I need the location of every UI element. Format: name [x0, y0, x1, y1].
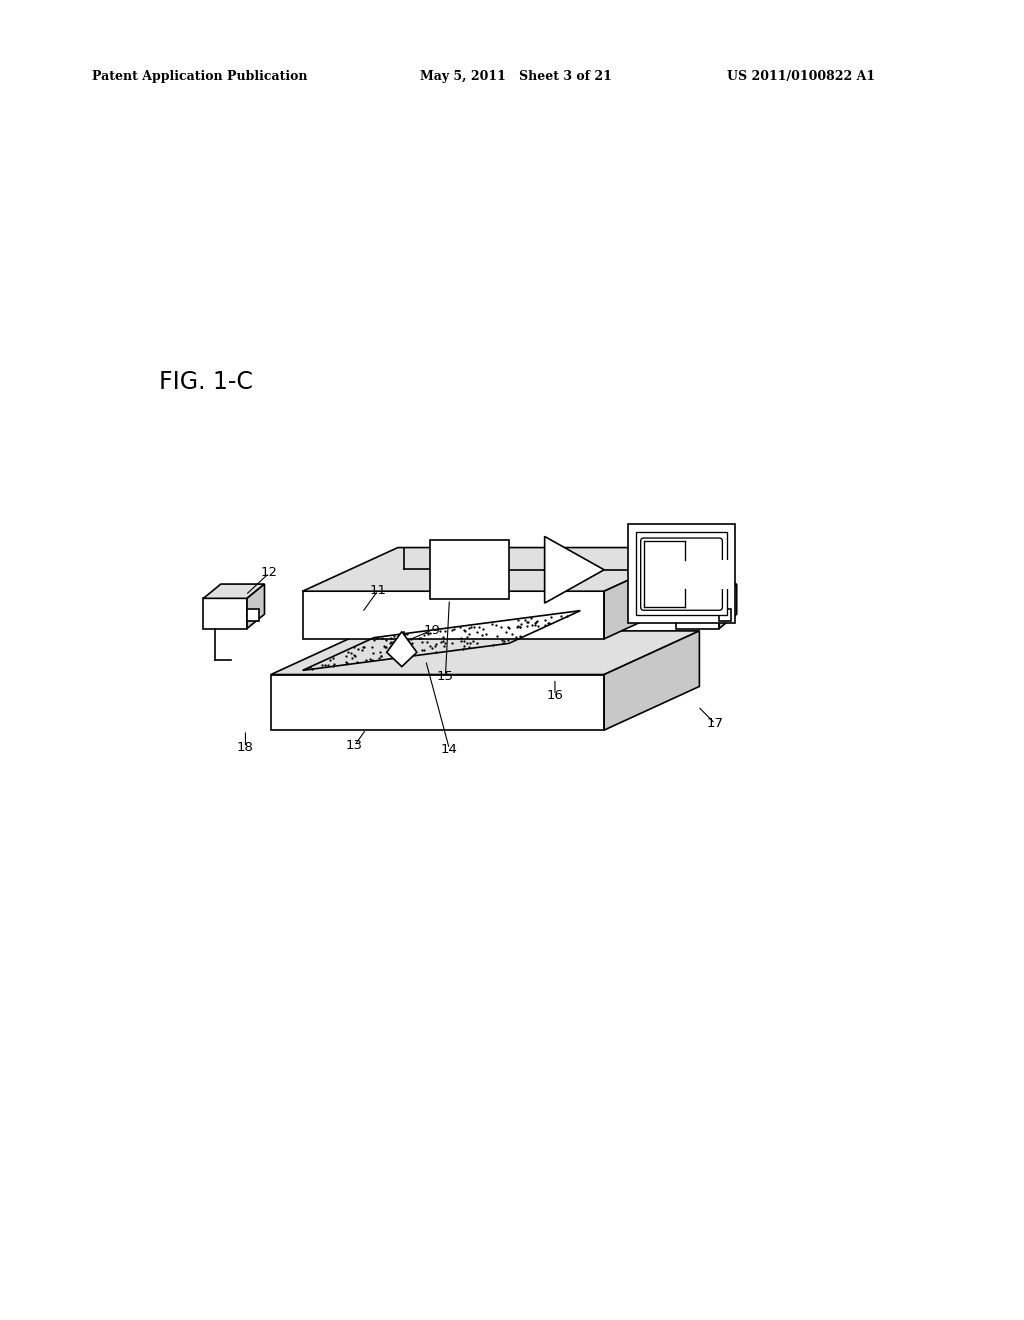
Text: US 2011/0100822 A1: US 2011/0100822 A1: [727, 70, 876, 83]
Polygon shape: [676, 583, 736, 598]
Polygon shape: [545, 536, 604, 603]
Bar: [430, 540, 509, 599]
Text: 15: 15: [437, 669, 454, 682]
Text: Patent Application Publication: Patent Application Publication: [92, 70, 307, 83]
Polygon shape: [270, 675, 604, 730]
Polygon shape: [676, 598, 719, 628]
Polygon shape: [387, 632, 417, 667]
Text: FIG. 1-C: FIG. 1-C: [159, 370, 253, 393]
Text: 11: 11: [370, 583, 386, 597]
Polygon shape: [204, 598, 247, 628]
Text: 14: 14: [441, 743, 458, 755]
Polygon shape: [204, 583, 264, 598]
Text: 18: 18: [237, 741, 254, 754]
Bar: [636, 532, 727, 615]
Polygon shape: [247, 609, 259, 620]
Text: May 5, 2011   Sheet 3 of 21: May 5, 2011 Sheet 3 of 21: [420, 70, 611, 83]
Polygon shape: [604, 548, 699, 639]
Text: 12: 12: [261, 566, 278, 579]
Polygon shape: [270, 631, 699, 675]
Polygon shape: [303, 548, 699, 591]
Polygon shape: [604, 631, 699, 730]
Polygon shape: [683, 560, 731, 589]
Polygon shape: [303, 591, 604, 639]
Text: 13: 13: [346, 739, 362, 752]
Polygon shape: [719, 583, 736, 628]
Text: 16: 16: [547, 689, 563, 702]
Text: 17: 17: [707, 717, 724, 730]
Bar: [628, 524, 735, 623]
FancyBboxPatch shape: [641, 539, 722, 610]
Polygon shape: [247, 583, 264, 628]
Text: 19: 19: [424, 623, 440, 636]
Polygon shape: [719, 609, 731, 620]
